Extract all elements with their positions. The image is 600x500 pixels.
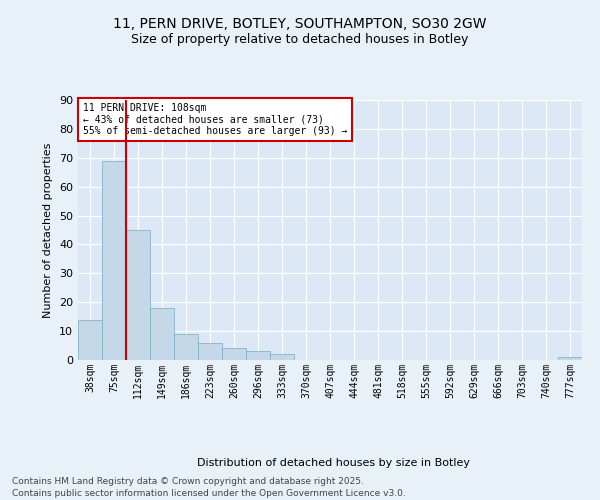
- Bar: [78, 320, 102, 360]
- Bar: [150, 308, 174, 360]
- Text: Contains HM Land Registry data © Crown copyright and database right 2025.: Contains HM Land Registry data © Crown c…: [12, 478, 364, 486]
- Text: 11, PERN DRIVE, BOTLEY, SOUTHAMPTON, SO30 2GW: 11, PERN DRIVE, BOTLEY, SOUTHAMPTON, SO3…: [113, 18, 487, 32]
- Bar: [126, 230, 150, 360]
- Bar: [102, 160, 126, 360]
- Text: 11 PERN DRIVE: 108sqm
← 43% of detached houses are smaller (73)
55% of semi-deta: 11 PERN DRIVE: 108sqm ← 43% of detached …: [83, 102, 347, 136]
- Y-axis label: Number of detached properties: Number of detached properties: [43, 142, 53, 318]
- Bar: [174, 334, 198, 360]
- Bar: [222, 348, 246, 360]
- Bar: [246, 352, 270, 360]
- Bar: [198, 342, 222, 360]
- Text: Distribution of detached houses by size in Botley: Distribution of detached houses by size …: [197, 458, 470, 468]
- Bar: [558, 357, 582, 360]
- Text: Contains public sector information licensed under the Open Government Licence v3: Contains public sector information licen…: [12, 489, 406, 498]
- Text: Size of property relative to detached houses in Botley: Size of property relative to detached ho…: [131, 32, 469, 46]
- Bar: [270, 354, 294, 360]
